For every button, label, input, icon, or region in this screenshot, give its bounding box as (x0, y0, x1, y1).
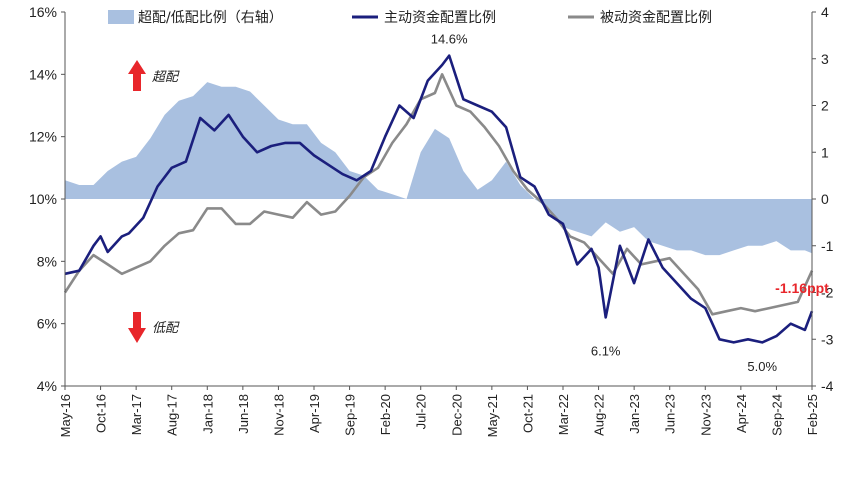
right-tick-label: -2 (821, 285, 834, 301)
right-tick-label: 3 (821, 51, 829, 67)
x-tick-label: Mar-17 (129, 394, 144, 435)
legend-label-active: 主动资金配置比例 (384, 10, 496, 26)
x-tick-label: Sep-24 (769, 394, 784, 436)
x-tick-label: Dec-20 (449, 394, 464, 436)
right-tick-label: -1 (821, 238, 834, 254)
x-tick-label: Jun-18 (236, 394, 251, 434)
left-tick-label: 8% (37, 253, 57, 269)
right-tick-label: 0 (821, 191, 829, 207)
x-tick-label: Jul-20 (414, 394, 429, 429)
x-tick-label: Nov-23 (698, 394, 713, 436)
arrow-label-down: 低配 (152, 321, 180, 336)
annotation-label: 14.6% (431, 32, 468, 47)
left-tick-label: 14% (29, 66, 57, 82)
x-tick-label: Jun-23 (663, 394, 678, 434)
x-tick-label: May-16 (58, 394, 73, 437)
x-tick-label: Mar-22 (556, 394, 571, 435)
overweight-area (65, 82, 812, 256)
right-tick-label: 2 (821, 98, 829, 114)
arrow-label-up: 超配 (152, 70, 180, 85)
left-tick-label: 12% (29, 129, 57, 145)
x-tick-label: Jan-23 (627, 394, 642, 434)
x-tick-label: Sep-19 (343, 394, 358, 436)
right-tick-label: -4 (821, 378, 834, 394)
active-line (64, 54, 814, 344)
left-tick-label: 4% (37, 378, 57, 394)
left-tick-label: 6% (37, 316, 57, 332)
x-tick-label: Feb-25 (805, 394, 820, 435)
x-tick-label: Nov-18 (271, 394, 286, 436)
right-tick-label: -3 (821, 331, 834, 347)
x-tick-label: Oct-16 (94, 394, 109, 433)
right-tick-label: 1 (821, 144, 829, 160)
right-tick-label: 4 (821, 4, 829, 20)
x-tick-label: Aug-22 (592, 394, 607, 436)
annotation-label: 6.1% (591, 344, 621, 359)
left-tick-label: 10% (29, 191, 57, 207)
annotation-label: 5.0% (747, 359, 777, 374)
x-tick-label: Feb-20 (378, 394, 393, 435)
x-tick-label: May-21 (485, 394, 500, 437)
legend-label-overweight: 超配/低配比例（右轴） (138, 10, 283, 26)
legend-swatch-overweight (108, 10, 134, 24)
x-tick-label: Jan-18 (200, 394, 215, 434)
legend-label-passive: 被动资金配置比例 (600, 10, 712, 26)
left-tick-label: 16% (29, 4, 57, 20)
x-tick-label: Apr-19 (307, 394, 322, 433)
overweight-up-arrow (128, 60, 146, 91)
x-tick-label: Aug-17 (165, 394, 180, 436)
x-tick-label: Apr-24 (734, 394, 749, 433)
annotation-label: -1.16ppt (775, 280, 829, 296)
passive-line (63, 73, 814, 316)
underweight-down-arrow (128, 312, 146, 343)
x-tick-label: Oct-21 (520, 394, 535, 433)
